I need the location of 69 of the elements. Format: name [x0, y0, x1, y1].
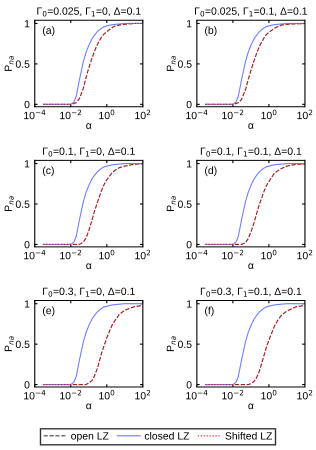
y-tick-label: 0 [24, 240, 30, 248]
annotation: (d) [205, 166, 217, 176]
y-axis-title: P$_{na}$ [166, 56, 176, 71]
x-axis-title: α [86, 123, 92, 129]
x-tick-label: 10$^{0}$ [99, 390, 114, 400]
x-axis-title: α [248, 404, 254, 410]
y-tick-label: 0.5 [16, 200, 30, 208]
y-tick-label: 0.5 [178, 200, 192, 208]
y-tick-label: 0 [24, 381, 30, 388]
y-tick-label: 1 [24, 20, 30, 28]
y-tick-label: 0.5 [178, 60, 192, 68]
legend-label: Shifted LZ [225, 432, 272, 440]
y-tick-label: 0.5 [178, 340, 192, 348]
y-tick-label: 0.5 [16, 60, 30, 68]
chart-title: Γ$_{0}$=0.1, Γ$_{1}$=0, Δ=0.1 [43, 148, 135, 157]
y-tick-label: 1 [187, 160, 192, 168]
y-axis-title: P$_{na}$ [166, 196, 176, 211]
y-tick-label: 1 [24, 300, 30, 308]
y-axis-title: P$_{na}$ [4, 336, 14, 352]
x-tick-label: 10$^{−2}$ [60, 110, 82, 120]
x-tick-label: 10$^{−2}$ [222, 110, 244, 120]
chart-title: Γ$_{0}$=0.3, Γ$_{1}$=0, Δ=0.1 [43, 288, 135, 297]
chart-title: Γ$_{0}$=0.025, Γ$_{1}$=0, Δ=0.1 [37, 7, 141, 16]
x-tick-label: 10$^{−2}$ [60, 390, 82, 400]
annotation: (b) [205, 26, 217, 36]
x-axis-title: α [86, 404, 92, 410]
x-tick-label: 10$^{−4}$ [186, 390, 208, 400]
y-tick-label: 0 [186, 240, 192, 248]
x-tick-label: 10$^{−4}$ [186, 250, 208, 260]
annotation: (e) [42, 306, 54, 316]
y-tick-label: 1 [187, 20, 192, 28]
annotation: (a) [42, 26, 54, 36]
x-tick-label: 10$^{2}$ [135, 390, 150, 400]
x-tick-label: 10$^{2}$ [135, 110, 150, 120]
y-axis-title: P$_{na}$ [4, 196, 14, 211]
x-tick-label: 10$^{−2}$ [222, 250, 244, 260]
annotation: (c) [42, 166, 54, 176]
legend-label: open LZ [71, 432, 109, 442]
x-tick-label: 10$^{2}$ [297, 110, 312, 120]
x-tick-label: 10$^{0}$ [261, 390, 276, 400]
y-tick-label: 0 [24, 100, 30, 108]
x-tick-label: 10$^{−4}$ [24, 250, 46, 260]
y-axis-title: P$_{na}$ [4, 56, 14, 71]
chart-title: Γ$_{0}$=0.025, Γ$_{1}$=0.1, Δ=0.1 [195, 7, 308, 16]
x-tick-label: 10$^{2}$ [297, 390, 312, 400]
chart-title: Γ$_{0}$=0.1, Γ$_{1}$=0.1, Δ=0.1 [200, 148, 302, 157]
chart-title: Γ$_{0}$=0.3, Γ$_{1}$=0.1, Δ=0.1 [200, 288, 302, 297]
x-tick-label: 10$^{0}$ [261, 250, 276, 260]
y-tick-label: 0.5 [16, 340, 30, 348]
legend-label: closed LZ [144, 432, 190, 440]
y-tick-label: 1 [187, 300, 192, 308]
x-tick-label: 10$^{−4}$ [24, 110, 46, 120]
x-axis-title: α [86, 263, 92, 270]
y-tick-label: 1 [24, 160, 30, 168]
y-axis-title: P$_{na}$ [166, 336, 176, 352]
x-tick-label: 10$^{0}$ [261, 110, 276, 120]
y-tick-label: 0 [186, 381, 192, 388]
x-tick-label: 10$^{2}$ [135, 250, 150, 260]
x-axis-title: α [248, 263, 254, 270]
x-axis-title: α [248, 123, 254, 129]
x-tick-label: 10$^{0}$ [99, 250, 114, 260]
annotation: (f) [205, 306, 214, 316]
y-tick-label: 0 [186, 100, 192, 108]
x-tick-label: 10$^{2}$ [297, 250, 312, 260]
x-tick-label: 10$^{−2}$ [222, 390, 244, 400]
x-tick-label: 10$^{−4}$ [24, 390, 46, 400]
x-tick-label: 10$^{−2}$ [60, 250, 82, 260]
x-tick-label: 10$^{0}$ [99, 110, 114, 120]
x-tick-label: 10$^{−4}$ [186, 110, 208, 120]
